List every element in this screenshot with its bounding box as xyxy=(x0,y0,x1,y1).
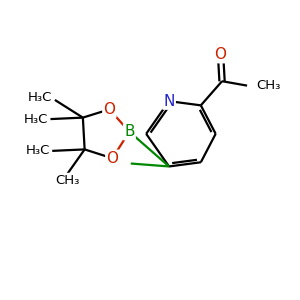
Text: CH₃: CH₃ xyxy=(256,79,281,92)
Text: N: N xyxy=(163,94,175,109)
Text: H₃C: H₃C xyxy=(28,91,52,104)
Text: H₃C: H₃C xyxy=(24,112,48,126)
Text: O: O xyxy=(214,47,226,62)
Text: O: O xyxy=(106,151,118,166)
Text: CH₃: CH₃ xyxy=(55,174,79,187)
Text: O: O xyxy=(103,102,116,117)
Text: H₃C: H₃C xyxy=(26,144,50,158)
Text: B: B xyxy=(124,124,135,139)
